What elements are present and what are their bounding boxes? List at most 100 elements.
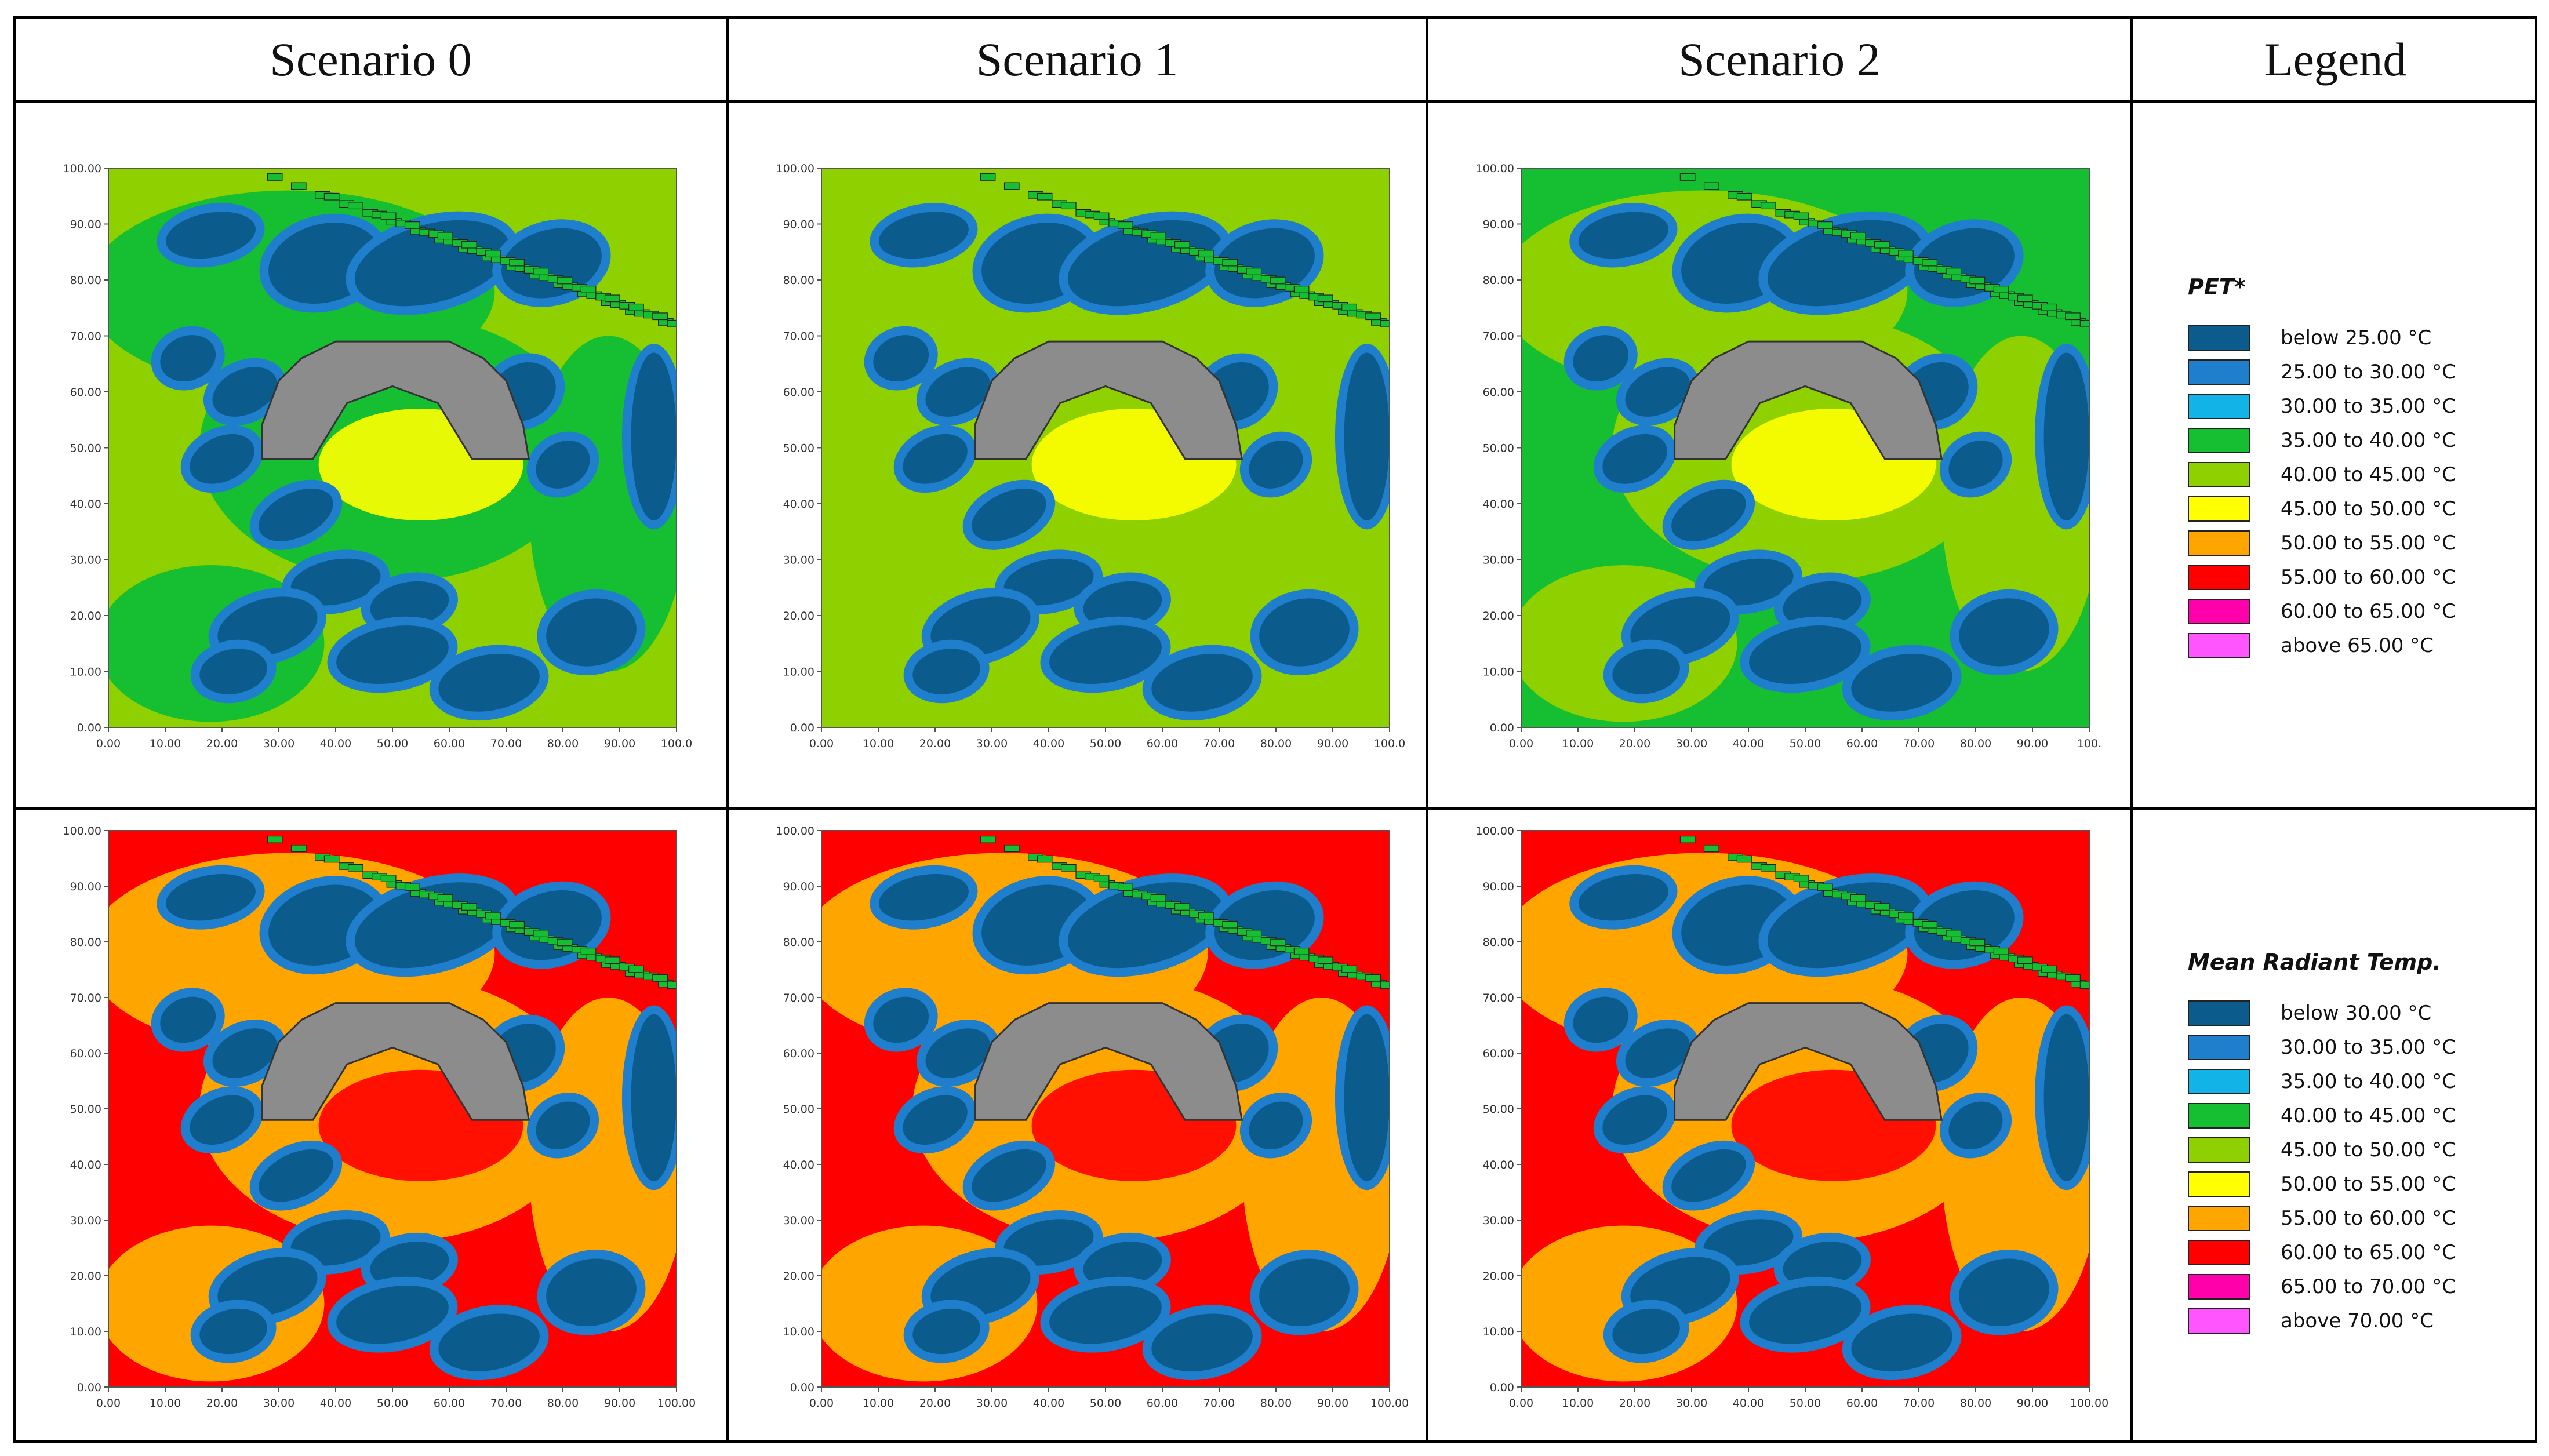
tree-row-marker: [1117, 883, 1133, 891]
tree-canopy: [1602, 1095, 1667, 1145]
tree-canopy: [370, 1242, 449, 1288]
tree-row-marker: [1922, 920, 1937, 929]
tree-row-marker: [2041, 965, 2057, 973]
mrt-legend-title: Mean Radiant Temp.: [2188, 949, 2441, 975]
mrt-legend-swatch: [2188, 1102, 2250, 1129]
y-tick-label: 100.00: [63, 162, 101, 175]
y-tick-label: 100.00: [63, 825, 101, 838]
mrt-legend-swatch: [2188, 1308, 2250, 1334]
tree-canopy: [536, 1101, 590, 1150]
mrt-legend-label: 60.00 to 65.00 °C: [2281, 1240, 2456, 1264]
tree-canopy: [873, 996, 929, 1043]
tree-row-marker: [2017, 294, 2033, 303]
x-tick-label: 60.00: [1846, 1397, 1878, 1410]
y-tick-label: 10.00: [70, 666, 101, 679]
y-tick-label: 80.00: [783, 274, 814, 287]
pet-legend-item: 50.00 to 55.00 °C: [2188, 526, 2456, 560]
tree-row-marker: [1793, 212, 1809, 220]
x-tick-label: 100.: [2077, 737, 2101, 750]
x-tick-label: 50.00: [1090, 1397, 1121, 1410]
tree-canopy: [873, 335, 929, 382]
x-tick-label: 70.00: [1903, 1397, 1935, 1410]
heatmap-svg: 0.00 10.00 20.00 30.00 40.00 50.00 60.00 70.00 8…: [776, 825, 1409, 1410]
tree-canopy: [1783, 1242, 1862, 1288]
x-tick-label: 70.00: [1203, 1397, 1235, 1410]
tree-row-marker: [1679, 173, 1696, 181]
x-tick-label: 80.00: [1260, 1397, 1292, 1410]
y-tick-label: 90.00: [783, 880, 814, 893]
x-tick-label: 0.00: [1509, 737, 1533, 750]
tree-canopy: [1602, 434, 1667, 484]
mrt-legend-item: below 30.00 °C: [2188, 996, 2456, 1030]
y-tick-label: 30.00: [783, 554, 814, 567]
mrt-legend-item: above 70.00 °C: [2188, 1304, 2456, 1338]
comparison-table: Scenario 0 Scenario 1 Scenario 2 Legend …: [13, 16, 2537, 1443]
tree-canopy: [1703, 1219, 1794, 1266]
building-footprint: [1674, 340, 1943, 460]
pet-legend-swatch: [2188, 598, 2250, 624]
tree-canopy: [190, 1095, 254, 1145]
tree-row-marker: [1341, 965, 1357, 973]
x-tick-label: 30.00: [1676, 737, 1707, 750]
tree-row-marker: [347, 202, 363, 210]
y-tick-label: 40.00: [1483, 1159, 1514, 1171]
mrt-legend-label: 40.00 to 45.00 °C: [2281, 1104, 2456, 1127]
tree-row-marker: [1736, 192, 1752, 201]
tree-row-marker: [1850, 894, 1866, 902]
y-tick-label: 0.00: [77, 1381, 101, 1394]
y-tick-label: 70.00: [783, 330, 814, 343]
y-tick-label: 40.00: [70, 1159, 101, 1171]
x-tick-label: 80.00: [547, 1397, 579, 1410]
tree-row-marker: [1874, 241, 1890, 249]
x-tick-label: 100.00: [657, 1397, 696, 1410]
tree-canopy: [1573, 335, 1629, 382]
tree-row-marker: [1198, 250, 1214, 258]
y-tick-label: 20.00: [783, 1270, 814, 1283]
x-tick-label: 0.00: [809, 1397, 834, 1410]
y-tick-label: 30.00: [1483, 1214, 1514, 1227]
tree-row-marker: [652, 974, 668, 982]
x-tick-label: 50.00: [377, 1397, 408, 1410]
tree-canopy: [1259, 598, 1350, 667]
pet-legend-label: 25.00 to 30.00 °C: [2281, 360, 2456, 384]
pet-legend-label: 60.00 to 65.00 °C: [2281, 599, 2456, 623]
tree-row-marker: [437, 894, 453, 902]
x-tick-label: 40.00: [1033, 737, 1064, 750]
pet-legend-swatch: [2188, 530, 2250, 556]
y-tick-label: 0.00: [1490, 1381, 1514, 1394]
y-tick-label: 90.00: [783, 219, 814, 231]
tree-canopy: [925, 1028, 990, 1078]
tree-canopy: [1959, 1258, 2049, 1327]
pet-legend-swatch: [2188, 393, 2250, 419]
x-tick-label: 20.00: [1619, 737, 1650, 750]
tree-row-marker: [1817, 221, 1833, 229]
y-tick-label: 70.00: [1483, 330, 1514, 343]
y-tick-label: 50.00: [783, 1103, 814, 1116]
mrt-legend-item: 60.00 to 65.00 °C: [2188, 1235, 2456, 1269]
pet-legend-label: 55.00 to 60.00 °C: [2281, 565, 2456, 589]
pet-legend-label: 35.00 to 40.00 °C: [2281, 428, 2456, 452]
y-tick-label: 70.00: [70, 330, 101, 343]
tree-canopy: [1151, 1313, 1253, 1371]
x-tick-label: 30.00: [263, 737, 294, 750]
tree-canopy: [1083, 581, 1162, 628]
tree-canopy: [912, 1308, 980, 1355]
pet-legend-item: 45.00 to 50.00 °C: [2188, 492, 2456, 526]
tree-canopy: [2043, 1014, 2089, 1181]
tree-row-marker: [290, 845, 307, 853]
y-tick-label: 10.00: [783, 666, 814, 679]
tree-canopy: [1671, 1149, 1746, 1202]
pet-legend-swatch: [2188, 359, 2250, 385]
mrt-map-scenario-1: 0.00 10.00 20.00 30.00 40.00 50.00 60.00 70.00 8…: [729, 810, 1426, 1440]
tree-row-marker: [1760, 864, 1776, 872]
tree-row-marker: [1060, 202, 1077, 210]
tree-row-marker: [1760, 202, 1776, 210]
x-tick-label: 90.00: [1317, 1397, 1348, 1410]
y-tick-label: 80.00: [1483, 274, 1514, 287]
tree-canopy: [438, 1313, 540, 1371]
tree-row-marker: [2065, 312, 2081, 321]
tree-canopy: [160, 996, 216, 1043]
tree-canopy: [1851, 1313, 1952, 1371]
heatmap-svg: 0.00 10.00 20.00 30.00 40.00 50.00 60.00 70.00 8…: [776, 162, 1406, 750]
tree-canopy: [1249, 441, 1303, 489]
